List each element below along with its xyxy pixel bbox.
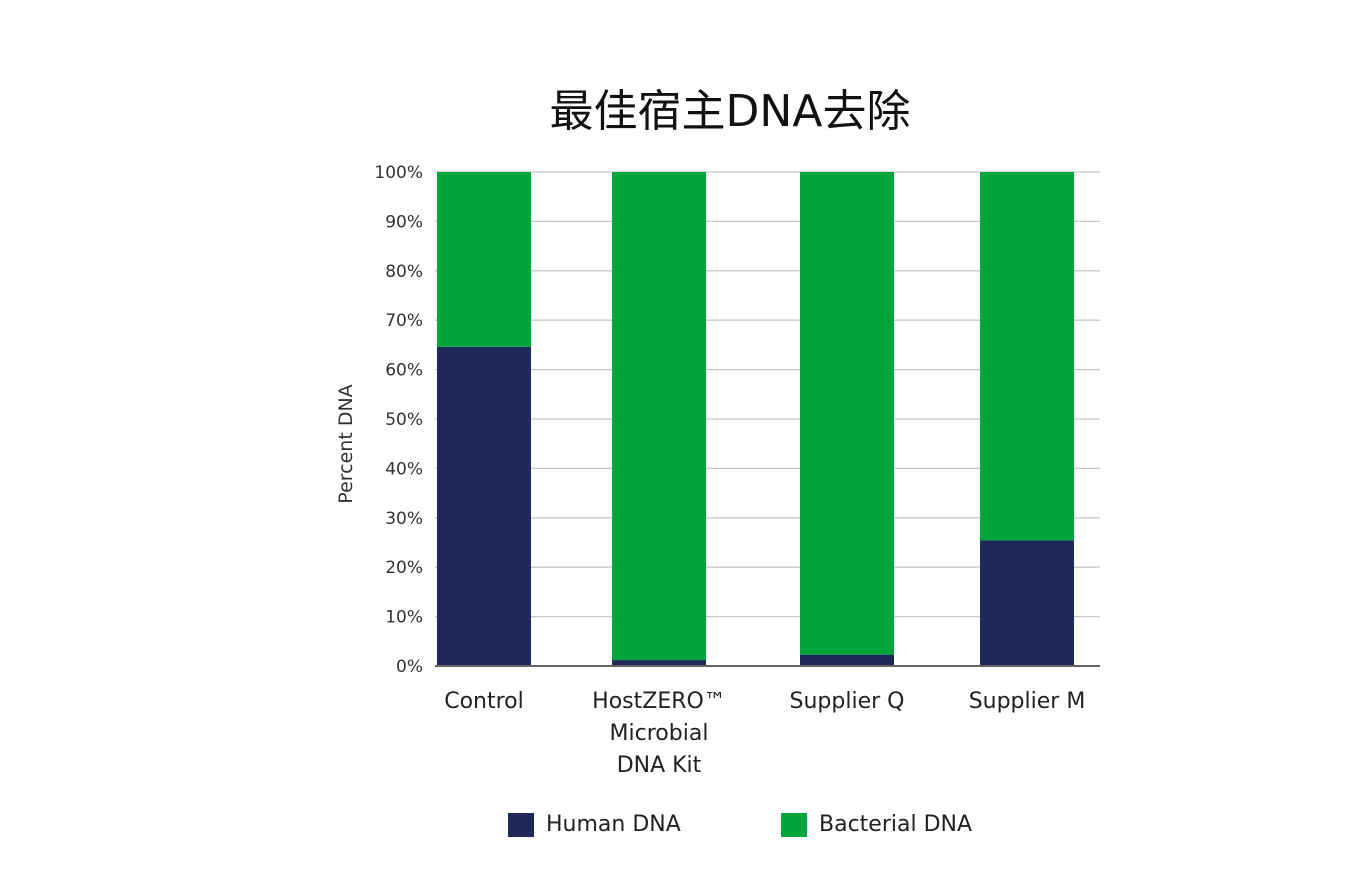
y-tick-label: 100% xyxy=(374,163,423,183)
x-category-label: Control xyxy=(444,689,524,714)
bar-bacterial xyxy=(612,172,706,661)
x-category-label: Supplier Q xyxy=(790,689,905,714)
x-category-label: HostZERO™ xyxy=(592,689,726,714)
legend-label-human: Human DNA xyxy=(546,812,681,837)
bar-human xyxy=(612,660,706,666)
x-category-label: Microbial xyxy=(610,721,709,746)
legend-item-human: Human DNA xyxy=(508,812,681,837)
y-tick-label: 40% xyxy=(385,459,423,479)
bar-bacterial xyxy=(800,172,894,655)
y-axis-label: Percent DNA xyxy=(335,384,357,503)
bar-bacterial xyxy=(437,172,531,347)
y-tick-label: 90% xyxy=(385,212,423,232)
bar-human xyxy=(437,346,531,666)
y-tick-label: 80% xyxy=(385,262,423,282)
y-tick-label: 10% xyxy=(385,608,423,628)
bar-human xyxy=(800,654,894,666)
x-category-label: Supplier M xyxy=(969,689,1086,714)
y-tick-label: 0% xyxy=(396,657,423,677)
legend-swatch-human xyxy=(508,812,534,837)
x-category-label: DNA Kit xyxy=(617,753,702,778)
legend-item-bacterial: Bacterial DNA xyxy=(781,812,972,837)
chart-title: 最佳宿主DNA去除 xyxy=(549,86,911,137)
y-tick-label: 50% xyxy=(385,410,423,430)
legend-label-bacterial: Bacterial DNA xyxy=(819,812,973,837)
bar-human xyxy=(980,540,1074,666)
y-tick-label: 60% xyxy=(385,361,423,381)
y-tick-label: 30% xyxy=(385,509,423,529)
y-tick-label: 70% xyxy=(385,311,423,331)
y-tick-label: 20% xyxy=(385,558,423,578)
legend-swatch-bacterial xyxy=(781,812,807,837)
bar-bacterial xyxy=(980,172,1074,541)
